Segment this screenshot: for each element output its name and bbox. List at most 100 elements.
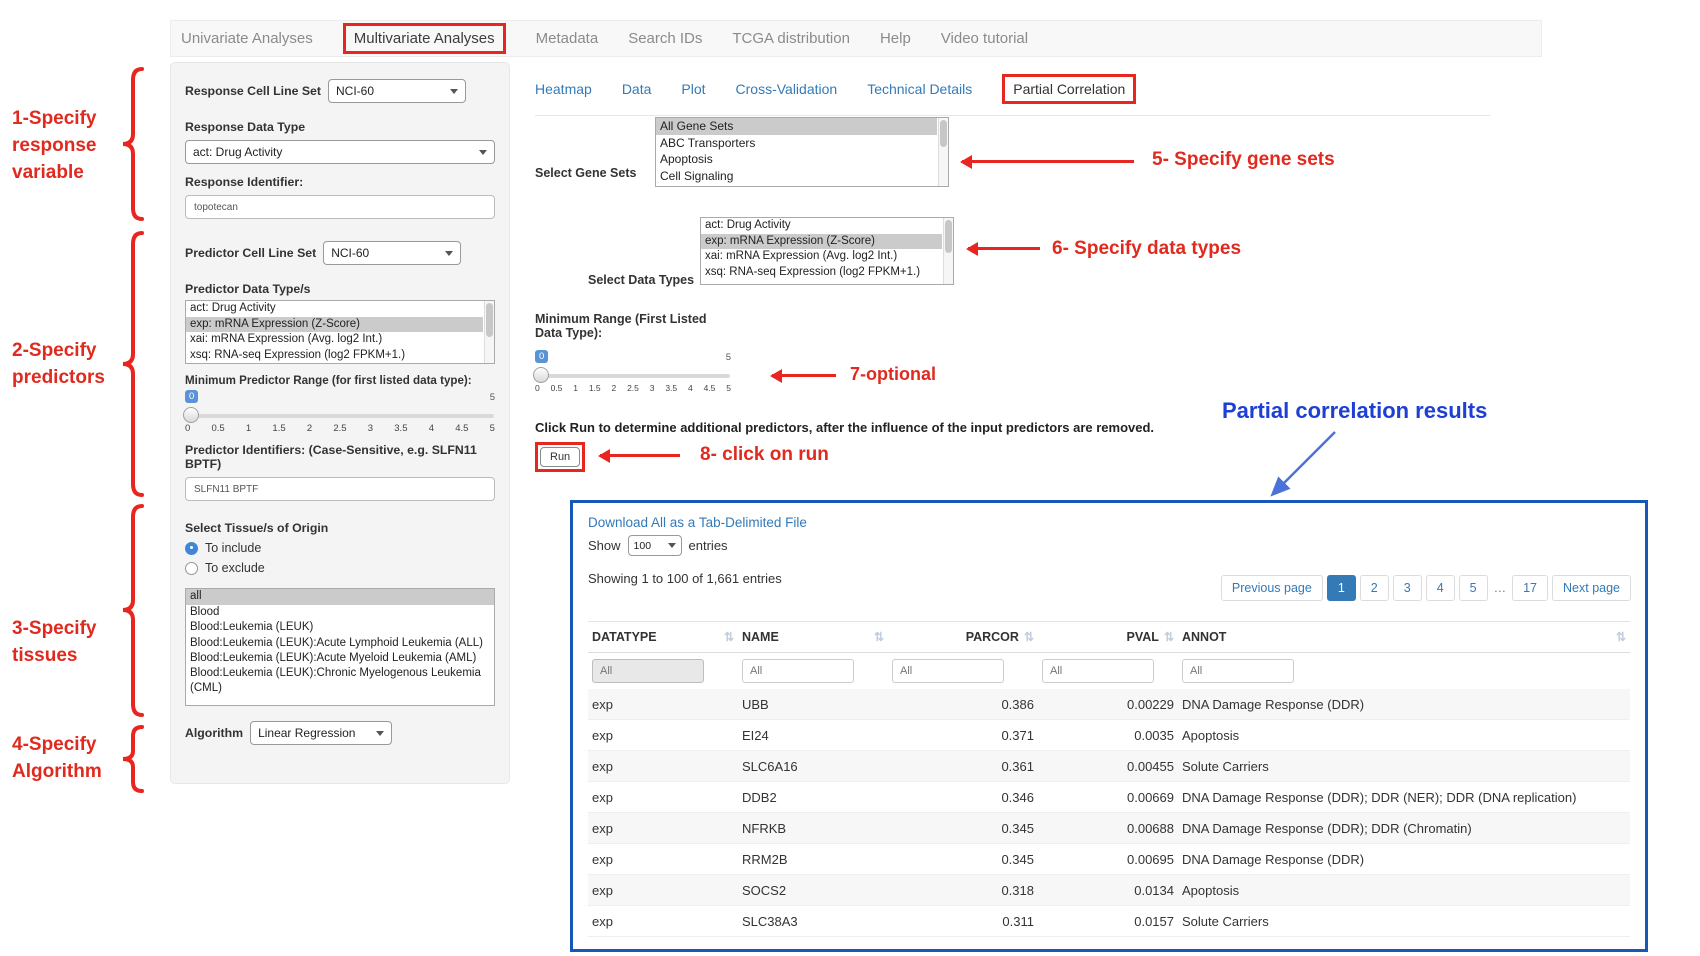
list-item[interactable]: Cell Signaling	[660, 168, 734, 183]
scrollbar-thumb[interactable]	[486, 303, 493, 338]
sort-icon[interactable]	[724, 630, 734, 644]
predictor-cell-line-set-label: Predictor Cell Line Set	[185, 246, 317, 260]
list-item[interactable]: Blood:Leukemia (LEUK):Acute Lymphoid Leu…	[190, 636, 483, 649]
list-item[interactable]: act: Drug Activity	[190, 302, 276, 314]
filter-pval-input[interactable]	[1042, 659, 1154, 683]
scrollbar-thumb[interactable]	[940, 120, 947, 148]
table-filter-row	[588, 653, 1630, 689]
nav-univariate-analyses[interactable]: Univariate Analyses	[181, 30, 313, 47]
column-header-pval[interactable]: PVAL	[1038, 622, 1178, 652]
chevron-down-icon	[445, 250, 454, 256]
slider-track[interactable]	[536, 374, 730, 378]
column-header-datatype[interactable]: DATATYPE	[588, 622, 738, 652]
table-row[interactable]: exp UBB 0.386 0.00229 DNA Damage Respons…	[588, 689, 1630, 720]
algorithm-select[interactable]: Linear Regression	[250, 721, 393, 745]
table-row[interactable]: exp NFRKB 0.345 0.00688 DNA Damage Respo…	[588, 813, 1630, 844]
table-row[interactable]: exp DDB2 0.346 0.00669 DNA Damage Respon…	[588, 782, 1630, 813]
tissue-origin-label: Select Tissue/s of Origin	[185, 521, 329, 535]
response-cell-line-set-select[interactable]: NCI-60	[328, 79, 466, 103]
previous-page-button[interactable]: Previous page	[1220, 575, 1323, 601]
sort-icon[interactable]	[1024, 630, 1034, 644]
list-item[interactable]: Blood	[190, 605, 220, 618]
table-row[interactable]: exp RRM2B 0.345 0.00695 DNA Damage Respo…	[588, 844, 1630, 875]
predictor-identifiers-input[interactable]	[185, 477, 495, 501]
page-button-1[interactable]: 1	[1326, 575, 1356, 601]
download-link[interactable]: Download All as a Tab-Delimited File	[588, 515, 807, 530]
include-radio[interactable]	[185, 541, 198, 555]
run-button[interactable]: Run	[540, 447, 581, 467]
filter-name-input[interactable]	[742, 659, 854, 683]
list-item[interactable]: all	[186, 589, 494, 605]
nav-search-ids[interactable]: Search IDs	[628, 30, 703, 47]
page-button-3[interactable]: 3	[1392, 575, 1422, 601]
table-row[interactable]: exp SLC6A16 0.361 0.00455 Solute Carrier…	[588, 751, 1630, 782]
algorithm-label: Algorithm	[185, 726, 244, 740]
list-item[interactable]: Blood:Leukemia (LEUK)	[190, 621, 314, 633]
sort-icon[interactable]	[1616, 630, 1626, 644]
list-item[interactable]: xai: mRNA Expression (Avg. log2 Int.)	[705, 250, 898, 262]
nav-metadata[interactable]: Metadata	[535, 30, 599, 47]
pagination-ellipsis: …	[1493, 581, 1507, 595]
list-item[interactable]: Blood:Leukemia (LEUK):Acute Myeloid Leuk…	[190, 651, 477, 664]
scrollbar	[943, 218, 953, 284]
partial-correlation-results-panel: Download All as a Tab-Delimited File Sho…	[570, 500, 1648, 952]
nav-multivariate-analyses[interactable]: Multivariate Analyses	[342, 23, 506, 54]
column-header-annot[interactable]: ANNOT	[1178, 622, 1630, 652]
table-row[interactable]: exp SLC38A3 0.311 0.0157 Solute Carriers	[588, 906, 1630, 937]
sort-icon[interactable]	[1164, 630, 1174, 644]
annotation-arrow	[598, 448, 680, 463]
tab-cross-validation[interactable]: Cross-Validation	[735, 81, 838, 97]
column-header-name[interactable]: NAME	[738, 622, 888, 652]
tab-plot[interactable]: Plot	[681, 81, 706, 97]
list-item[interactable]: act: Drug Activity	[705, 219, 791, 231]
slider-handle[interactable]	[183, 407, 199, 423]
list-item[interactable]: ABC Transporters	[660, 135, 756, 150]
slider-track[interactable]	[186, 414, 494, 418]
include-radio-label: To include	[205, 541, 262, 555]
min-predictor-range-slider: 0 5 0 0.5 1 1.5 2 2.5 3 3.5 4 4.5 5	[183, 390, 495, 438]
tab-data[interactable]: Data	[621, 81, 652, 97]
data-types-label: Select Data Types	[588, 273, 695, 287]
data-types-listbox: act: Drug Activity exp: mRNA Expression …	[700, 217, 954, 285]
nav-help[interactable]: Help	[879, 30, 911, 47]
table-row[interactable]: exp SOCS2 0.318 0.0134 Apoptosis	[588, 875, 1630, 906]
slider-handle[interactable]	[533, 367, 549, 383]
list-item[interactable]: exp: mRNA Expression (Z-Score)	[701, 233, 942, 249]
list-item[interactable]: xai: mRNA Expression (Avg. log2 Int.)	[190, 333, 383, 345]
page-button-4[interactable]: 4	[1425, 575, 1455, 601]
filter-datatype-input[interactable]	[592, 659, 704, 683]
sort-icon[interactable]	[874, 630, 884, 644]
page-button-17[interactable]: 17	[1512, 575, 1549, 601]
list-item[interactable]: xsq: RNA-seq Expression (log2 FPKM+1.)	[705, 265, 921, 278]
scrollbar	[484, 301, 494, 363]
tab-heatmap[interactable]: Heatmap	[535, 81, 592, 97]
filter-parcor-input[interactable]	[892, 659, 1004, 683]
page-button-2[interactable]: 2	[1359, 575, 1389, 601]
scrollbar-thumb[interactable]	[945, 220, 952, 253]
tab-partial-correlation[interactable]: Partial Correlation	[1002, 74, 1137, 104]
list-item[interactable]: All Gene Sets	[656, 118, 937, 135]
list-item[interactable]: exp: mRNA Expression (Z-Score)	[186, 316, 483, 332]
tissue-listbox: all Blood Blood:Leukemia (LEUK) Blood:Le…	[185, 588, 495, 706]
next-page-button[interactable]: Next page	[1552, 575, 1631, 601]
response-identifier-input[interactable]	[185, 195, 495, 219]
list-item[interactable]: Blood:Leukemia (LEUK):Chronic Myelogenou…	[190, 666, 481, 694]
list-item[interactable]: xsq: RNA-seq Expression (log2 FPKM+1.)	[190, 348, 406, 361]
filter-annot-input[interactable]	[1182, 659, 1294, 683]
tab-technical-details[interactable]: Technical Details	[867, 81, 973, 97]
brace-icon	[122, 231, 144, 497]
page-length-select[interactable]: 100	[627, 535, 682, 556]
predictor-cell-line-set-select[interactable]: NCI-60	[323, 241, 462, 265]
nav-tcga-distribution[interactable]: TCGA distribution	[732, 30, 850, 47]
page-button-5[interactable]: 5	[1458, 575, 1488, 601]
chevron-down-icon	[479, 149, 487, 155]
list-item[interactable]: Apoptosis	[660, 152, 713, 166]
analysis-tabs: Heatmap Data Plot Cross-Validation Techn…	[535, 74, 1490, 116]
response-data-type-select[interactable]: act: Drug Activity	[185, 140, 495, 164]
exclude-radio[interactable]	[185, 561, 198, 575]
top-navigation: Univariate Analyses Multivariate Analyse…	[170, 20, 1542, 57]
slider-max-label: 5	[725, 352, 731, 363]
column-header-parcor[interactable]: PARCOR	[888, 622, 1038, 652]
table-row[interactable]: exp EI24 0.371 0.0035 Apoptosis	[588, 720, 1630, 751]
nav-video-tutorial[interactable]: Video tutorial	[940, 30, 1029, 47]
